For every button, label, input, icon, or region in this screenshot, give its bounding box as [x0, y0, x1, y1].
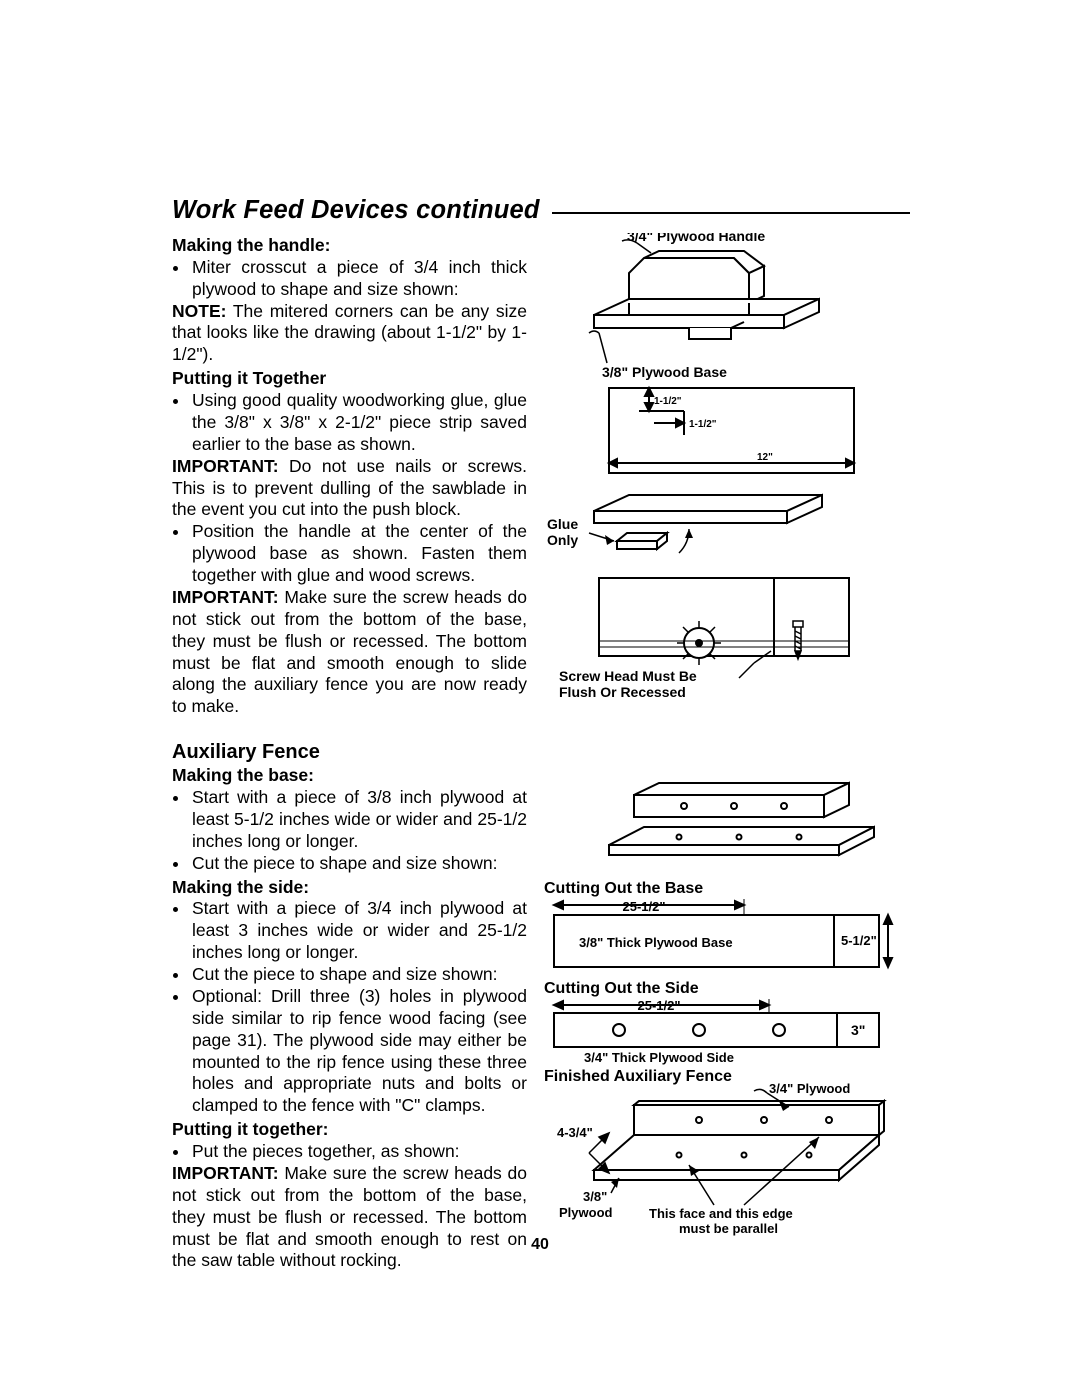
dim-25a: 25-1/2": [622, 899, 665, 914]
heading-making-base: Making the base:: [172, 765, 527, 787]
side-list: Start with a piece of 3/4 inch plywood a…: [172, 898, 527, 1117]
label-base: 3/8" Plywood Base: [602, 364, 727, 380]
dim-3: 3": [851, 1022, 865, 1038]
dim-5-1-2: 5-1/2": [841, 933, 877, 948]
base-list: Start with a piece of 3/8 inch plywood a…: [172, 787, 527, 875]
list-item: Put the pieces together, as shown:: [190, 1141, 527, 1163]
list-item: Start with a piece of 3/4 inch plywood a…: [190, 898, 527, 964]
label-handle: 3/4" Plywood Handle: [627, 233, 765, 244]
note-rest: The mitered corners can be any size that…: [172, 301, 527, 365]
page-number: 40: [0, 1235, 1080, 1255]
label-glue-2: Only: [547, 532, 578, 548]
heading-putting-together: Putting it Together: [172, 368, 527, 390]
push-block-svg: 3/4" Plywood Handle 3/8" Plywood Base: [539, 233, 909, 713]
heading-making-side: Making the side:: [172, 877, 527, 899]
label-glue-1: Glue: [547, 516, 578, 532]
note-paragraph: NOTE: The mitered corners can be any siz…: [172, 301, 527, 367]
list-item: Position the handle at the center of the…: [190, 521, 527, 587]
list-item: Optional: Drill three (3) holes in plywo…: [190, 986, 527, 1117]
section-title: Work Feed Devices continued: [172, 195, 540, 227]
aux-fence-svg: Cutting Out the Base 25-1/2" 3/8": [539, 765, 909, 1265]
put-list-2: Position the handle at the center of the…: [172, 521, 527, 587]
important-lead: IMPORTANT:: [172, 456, 279, 476]
label-38: 3/8": [583, 1189, 607, 1204]
lower-block: Making the base: Start with a piece of 3…: [172, 765, 910, 1272]
list-item: Miter crosscut a piece of 3/4 inch thick…: [190, 257, 527, 301]
list-item: Using good quality woodworking glue, glu…: [190, 390, 527, 456]
note-lead: NOTE:: [172, 301, 226, 321]
label-plywood: Plywood: [559, 1205, 613, 1220]
upper-block: Making the handle: Miter crosscut a piec…: [172, 233, 910, 718]
put2-list: Put the pieces together, as shown:: [172, 1141, 527, 1163]
lower-text-col: Making the base: Start with a piece of 3…: [172, 765, 527, 1272]
heading-putting-together-2: Putting it together:: [172, 1119, 527, 1141]
handle-list: Miter crosscut a piece of 3/4 inch thick…: [172, 257, 527, 301]
dim-12: 12": [757, 452, 773, 463]
label-face-1: This face and this edge: [649, 1206, 793, 1221]
dim-4-3-4: 4-3/4": [557, 1125, 593, 1140]
section-title-row: Work Feed Devices continued: [172, 195, 910, 227]
list-item: Start with a piece of 3/8 inch plywood a…: [190, 787, 527, 853]
label-finished: Finished Auxiliary Fence: [544, 1068, 732, 1085]
aux-fence-figure: Cutting Out the Base 25-1/2" 3/8": [539, 765, 910, 1272]
dim-1-1-2-b: 1-1/2": [689, 419, 717, 430]
title-rule: [552, 212, 910, 214]
heading-making-handle: Making the handle:: [172, 235, 527, 257]
important-lead: IMPORTANT:: [172, 1163, 279, 1183]
dim-25b: 25-1/2": [637, 998, 680, 1013]
label-face-2: must be parallel: [679, 1221, 778, 1236]
important-2: IMPORTANT: Make sure the screw heads do …: [172, 587, 527, 718]
put-list-1: Using good quality woodworking glue, glu…: [172, 390, 527, 456]
upper-text-col: Making the handle: Miter crosscut a piec…: [172, 233, 527, 718]
dim-1-1-2-a: 1-1/2": [654, 396, 682, 407]
list-item: Cut the piece to shape and size shown:: [190, 853, 527, 875]
list-item: Cut the piece to shape and size shown:: [190, 964, 527, 986]
manual-page: Work Feed Devices continued Making the h…: [0, 0, 1080, 1397]
label-screw-2: Flush Or Recessed: [559, 684, 686, 700]
important-lead: IMPORTANT:: [172, 587, 279, 607]
label-38-base: 3/8" Thick Plywood Base: [579, 935, 733, 950]
label-34-ply: 3/4" Plywood: [769, 1081, 850, 1096]
label-cut-base: Cutting Out the Base: [544, 880, 703, 897]
label-cut-side: Cutting Out the Side: [544, 980, 699, 997]
label-34-side: 3/4" Thick Plywood Side: [584, 1050, 734, 1065]
important-1: IMPORTANT: Do not use nails or screws. T…: [172, 456, 527, 522]
heading-auxiliary-fence: Auxiliary Fence: [172, 740, 910, 765]
label-screw-1: Screw Head Must Be: [559, 668, 697, 684]
push-block-figure: 3/4" Plywood Handle 3/8" Plywood Base: [539, 233, 910, 718]
important-3: IMPORTANT: Make sure the screw heads do …: [172, 1163, 527, 1272]
